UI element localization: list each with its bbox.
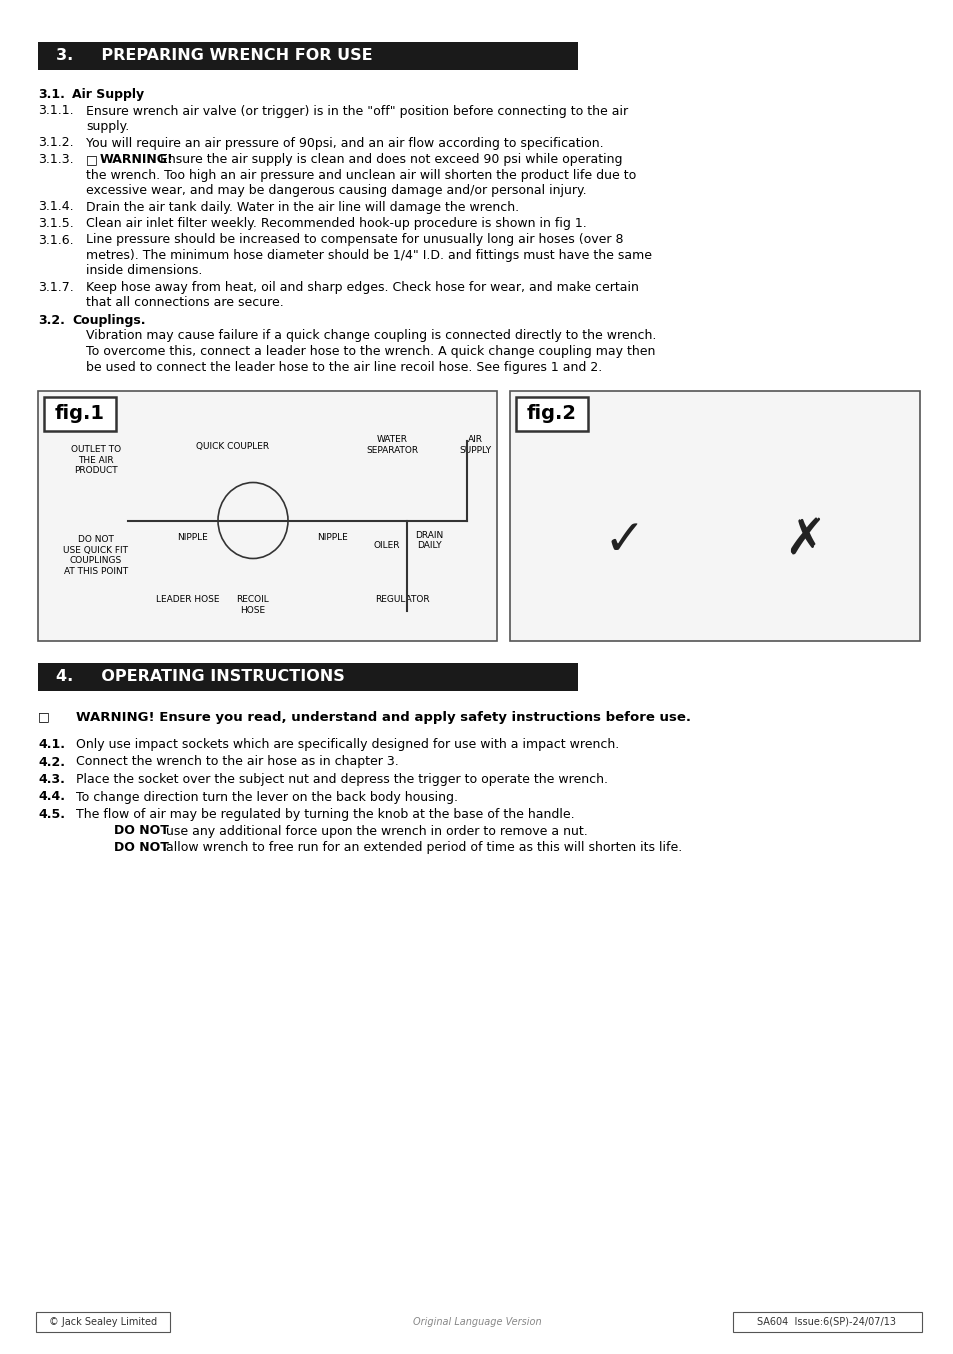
Text: NIPPLE: NIPPLE [177,533,208,543]
Text: be used to connect the leader hose to the air line recoil hose. See figures 1 an: be used to connect the leader hose to th… [86,360,601,374]
Text: ✗: ✗ [783,516,825,565]
Text: 3.1.: 3.1. [38,88,65,102]
FancyBboxPatch shape [732,1312,921,1332]
Text: QUICK COUPLER: QUICK COUPLER [196,443,270,451]
Text: OUTLET TO
THE AIR
PRODUCT: OUTLET TO THE AIR PRODUCT [71,445,121,475]
Text: 3.1.4.: 3.1.4. [38,200,73,214]
Text: inside dimensions.: inside dimensions. [86,264,202,278]
Text: Clean air inlet filter weekly. Recommended hook-up procedure is shown in fig 1.: Clean air inlet filter weekly. Recommend… [86,217,586,230]
Text: Place the socket over the subject nut and depress the trigger to operate the wre: Place the socket over the subject nut an… [76,773,607,787]
Text: excessive wear, and may be dangerous causing damage and/or personal injury.: excessive wear, and may be dangerous cau… [86,184,586,196]
Text: 3.     PREPARING WRENCH FOR USE: 3. PREPARING WRENCH FOR USE [56,49,373,64]
Text: © Jack Sealey Limited: © Jack Sealey Limited [49,1317,157,1327]
Text: 4.4.: 4.4. [38,791,65,803]
Text: Vibration may cause failure if a quick change coupling is connected directly to : Vibration may cause failure if a quick c… [86,329,656,343]
Bar [38,662,578,691]
Text: Connect the wrench to the air hose as in chapter 3.: Connect the wrench to the air hose as in… [76,756,398,769]
Text: 4.1.: 4.1. [38,738,65,751]
Text: You will require an air pressure of 90psi, and an air flow according to specific: You will require an air pressure of 90ps… [86,137,603,149]
Text: Ensure wrench air valve (or trigger) is in the "off" position before connecting : Ensure wrench air valve (or trigger) is … [86,104,627,118]
Text: Drain the air tank daily. Water in the air line will damage the wrench.: Drain the air tank daily. Water in the a… [86,200,518,214]
FancyBboxPatch shape [36,1312,170,1332]
Text: Original Language Version: Original Language Version [413,1317,540,1327]
Text: ✓: ✓ [603,516,645,565]
Text: the wrench. Too high an air pressure and unclean air will shorten the product li: the wrench. Too high an air pressure and… [86,168,636,181]
Text: WARNING! Ensure you read, understand and apply safety instructions before use.: WARNING! Ensure you read, understand and… [76,711,690,723]
Text: 3.1.5.: 3.1.5. [38,217,73,230]
Text: Couplings.: Couplings. [71,314,146,328]
Text: 3.1.7.: 3.1.7. [38,282,73,294]
Text: To change direction turn the lever on the back body housing.: To change direction turn the lever on th… [76,791,457,803]
Text: DO NOT: DO NOT [113,841,169,854]
Text: WATER
SEPARATOR: WATER SEPARATOR [366,436,417,455]
Text: To overcome this, connect a leader hose to the wrench. A quick change coupling m: To overcome this, connect a leader hose … [86,345,655,357]
Text: RECOIL
HOSE: RECOIL HOSE [236,596,269,615]
Text: DRAIN
DAILY: DRAIN DAILY [415,531,442,550]
Bar [38,42,578,70]
Text: AIR
SUPPLY: AIR SUPPLY [458,436,491,455]
Text: NIPPLE: NIPPLE [317,533,348,543]
Text: Only use impact sockets which are specifically designed for use with a impact wr: Only use impact sockets which are specif… [76,738,618,751]
Text: 3.1.6.: 3.1.6. [38,233,73,246]
Text: 4.5.: 4.5. [38,808,65,821]
Text: fig.1: fig.1 [55,403,105,422]
Text: OILER: OILER [374,540,400,550]
Text: use any additional force upon the wrench in order to remove a nut.: use any additional force upon the wrench… [166,825,587,838]
Text: SA604  Issue:6(SP)-24/07/13: SA604 Issue:6(SP)-24/07/13 [757,1317,896,1327]
Text: 4.2.: 4.2. [38,756,65,769]
Text: WARNING!: WARNING! [100,153,173,167]
Text: Line pressure should be increased to compensate for unusually long air hoses (ov: Line pressure should be increased to com… [86,233,623,246]
Text: 3.2.: 3.2. [38,314,65,328]
Text: LEADER HOSE: LEADER HOSE [156,596,219,604]
Text: 4.     OPERATING INSTRUCTIONS: 4. OPERATING INSTRUCTIONS [56,669,344,684]
Bar [38,390,497,640]
Text: 4.3.: 4.3. [38,773,65,787]
Text: 3.1.3.: 3.1.3. [38,153,73,167]
Text: 3.1.1.: 3.1.1. [38,104,73,118]
Text: metres). The minimum hose diameter should be 1/4" I.D. and fittings must have th: metres). The minimum hose diameter shoul… [86,249,651,263]
Text: Keep hose away from heat, oil and sharp edges. Check hose for wear, and make cer: Keep hose away from heat, oil and sharp … [86,282,639,294]
Text: DO NOT: DO NOT [113,825,169,838]
Text: that all connections are secure.: that all connections are secure. [86,297,283,310]
Text: Ensure the air supply is clean and does not exceed 90 psi while operating: Ensure the air supply is clean and does … [156,153,622,167]
Text: REGULATOR: REGULATOR [375,596,429,604]
Text: supply.: supply. [86,121,129,133]
FancyBboxPatch shape [44,397,116,431]
Text: The flow of air may be regulated by turning the knob at the base of the handle.: The flow of air may be regulated by turn… [76,808,574,821]
Text: □: □ [86,153,102,167]
Bar [510,390,919,640]
Text: allow wrench to free run for an extended period of time as this will shorten its: allow wrench to free run for an extended… [166,841,681,854]
Text: fig.2: fig.2 [526,403,577,422]
FancyBboxPatch shape [516,397,587,431]
Text: □: □ [38,711,50,723]
Text: DO NOT
USE QUICK FIT
COUPLINGS
AT THIS POINT: DO NOT USE QUICK FIT COUPLINGS AT THIS P… [64,535,129,575]
Text: 3.1.2.: 3.1.2. [38,137,73,149]
Text: Air Supply: Air Supply [71,88,144,102]
